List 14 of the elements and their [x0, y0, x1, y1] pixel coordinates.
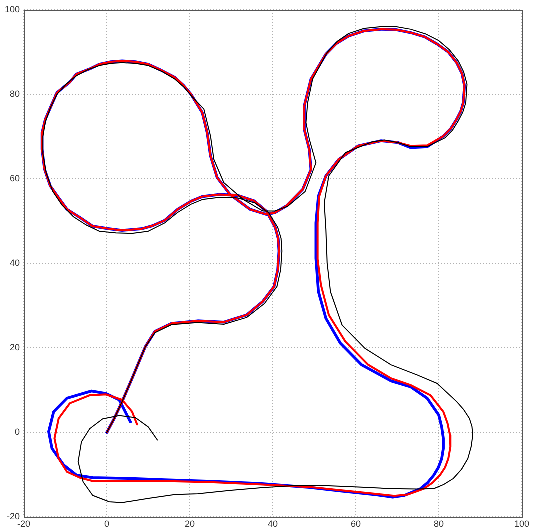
y-tick-label: 60 — [10, 174, 20, 184]
x-tick-label: 100 — [514, 519, 530, 530]
y-tick-label: 20 — [10, 342, 20, 353]
x-tick-label: -20 — [18, 519, 31, 530]
y-tick-label: -20 — [7, 512, 20, 522]
x-tick-label: 0 — [104, 519, 110, 530]
y-tick-label: 0 — [15, 427, 20, 438]
x-tick-label: 20 — [185, 519, 196, 530]
y-tick-label: 80 — [10, 89, 20, 100]
x-tick-label: 40 — [268, 519, 278, 530]
x-tick-label: 60 — [351, 519, 362, 530]
x-tick-label: 80 — [434, 519, 444, 530]
y-tick-label: 40 — [10, 258, 20, 268]
y-tick-label: 100 — [4, 4, 20, 14]
